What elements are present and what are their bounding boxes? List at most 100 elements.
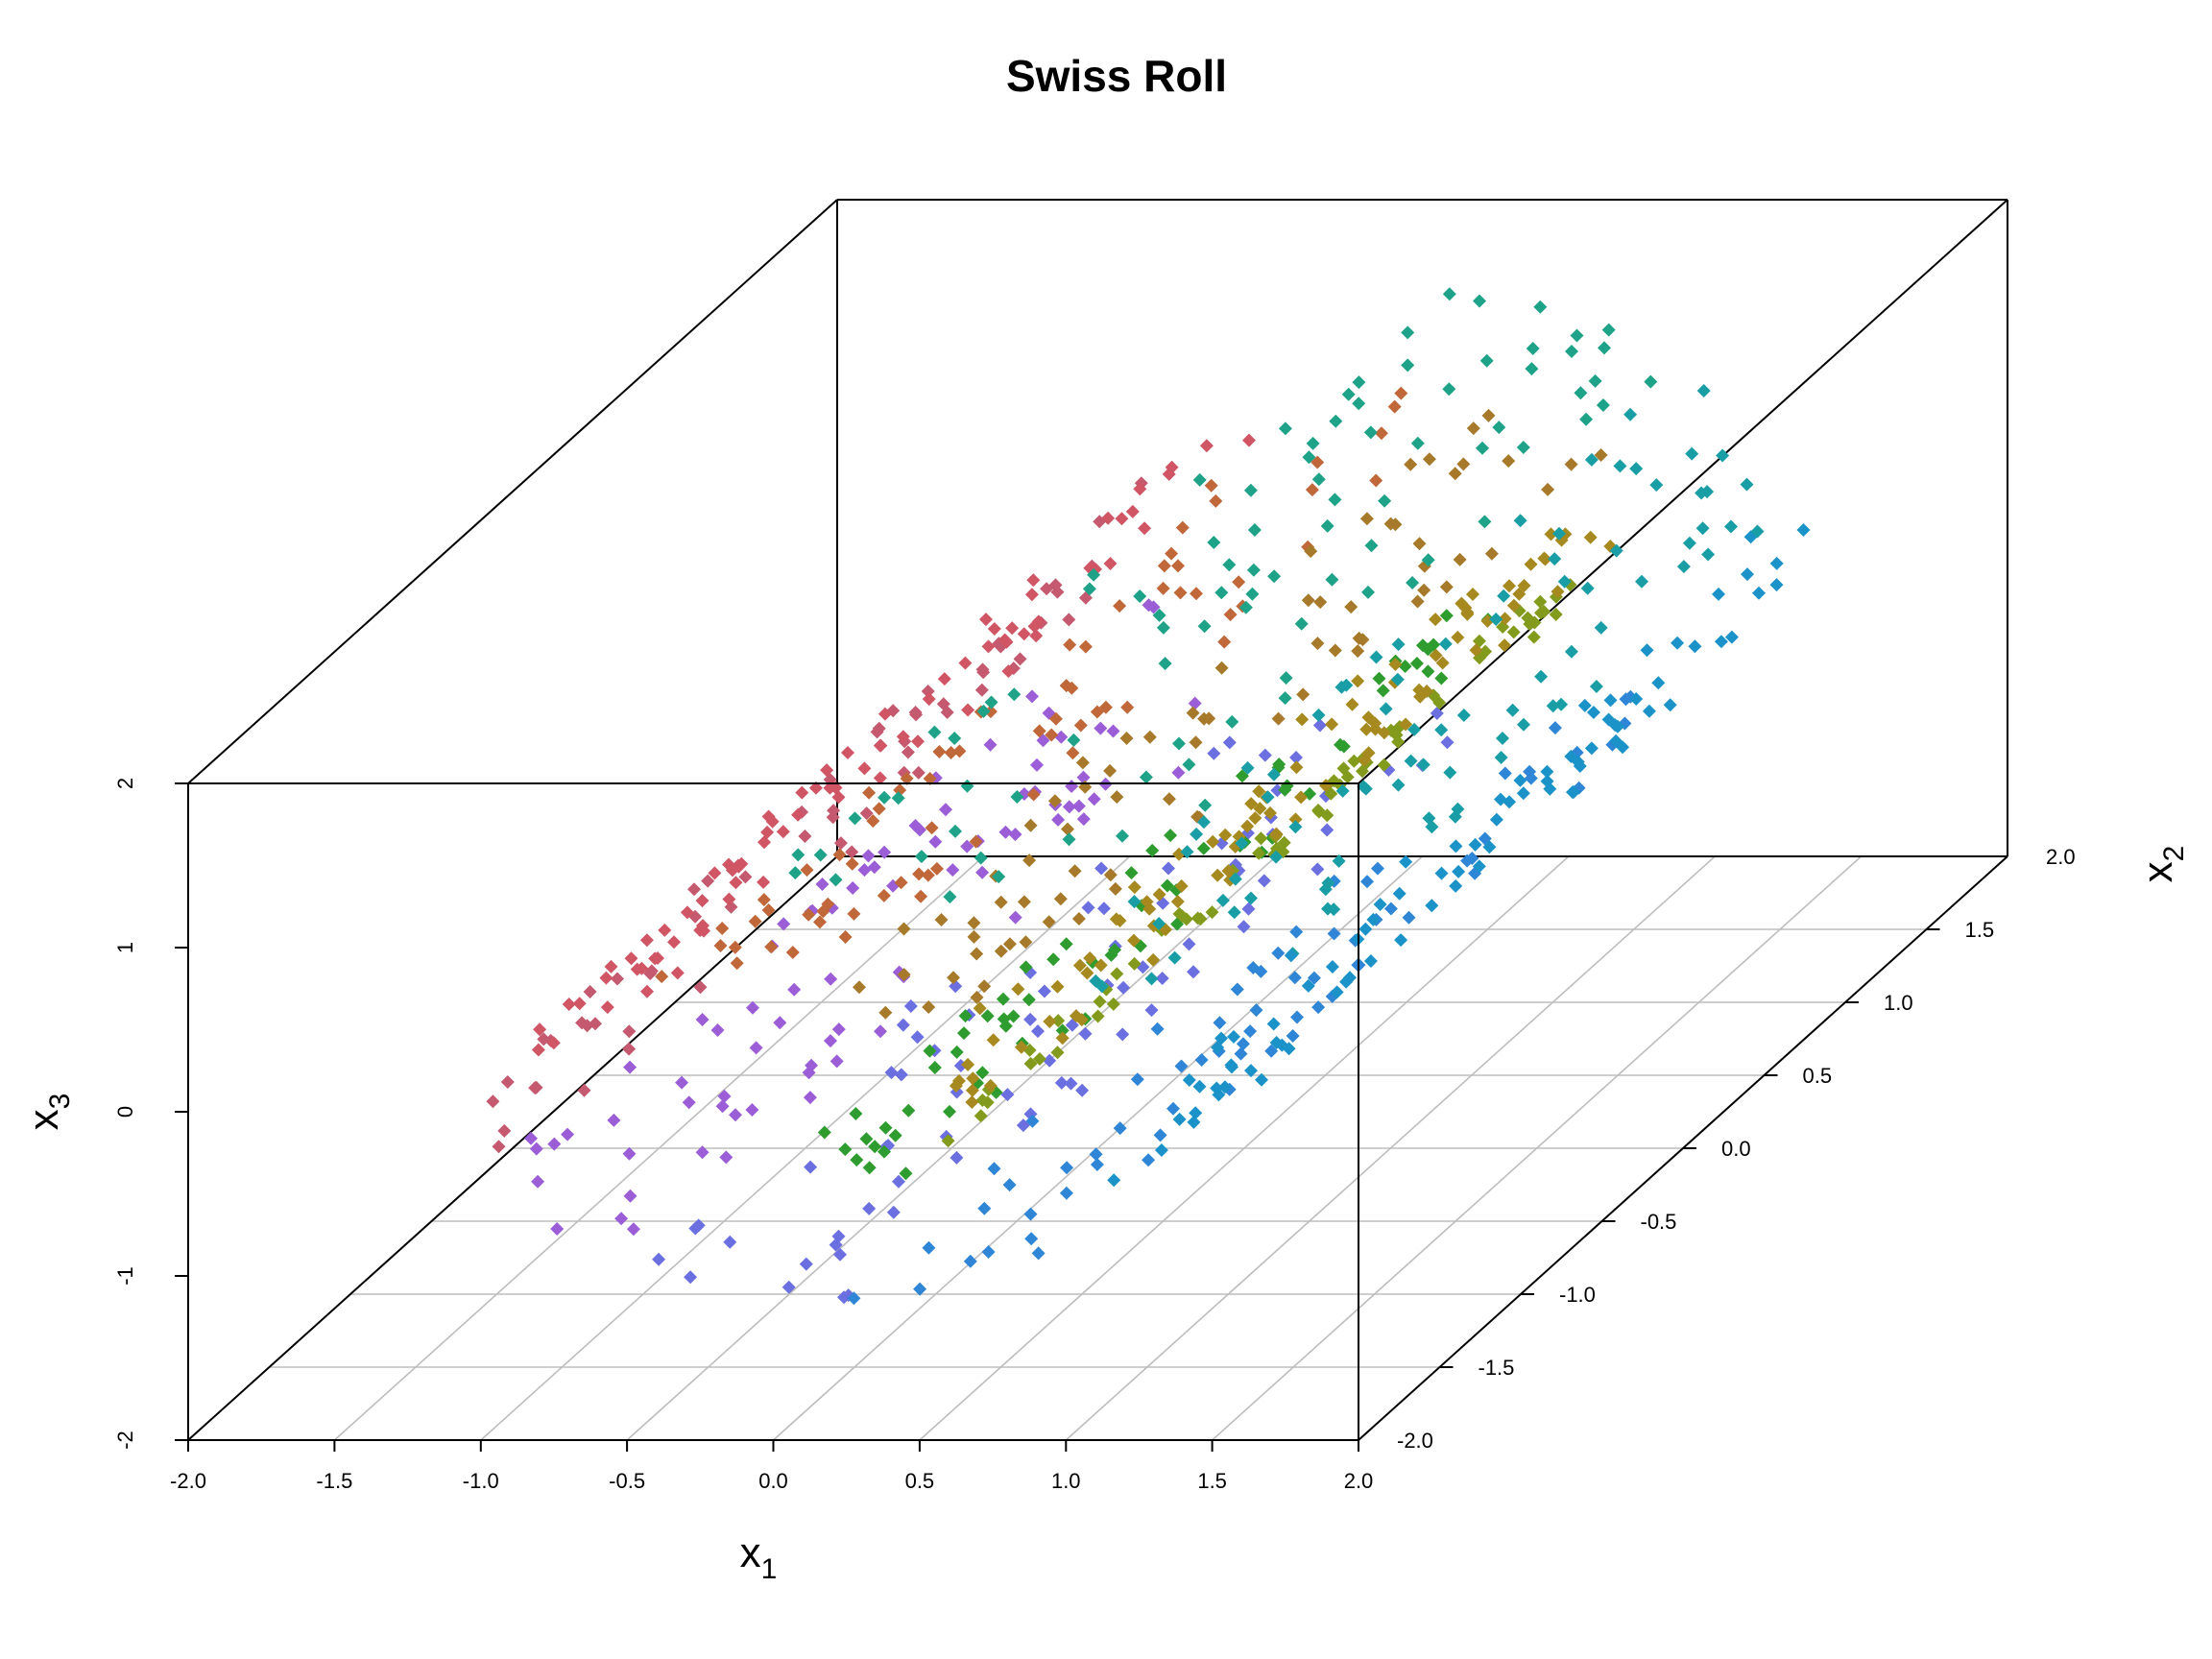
data-point xyxy=(1232,575,1246,589)
x1-tick-label: 1.5 xyxy=(1197,1469,1227,1493)
data-point xyxy=(1179,912,1193,926)
data-point xyxy=(757,893,771,907)
data-point xyxy=(976,704,991,718)
data-point xyxy=(936,697,950,711)
data-point xyxy=(1235,836,1249,851)
data-point xyxy=(529,1142,543,1156)
data-point xyxy=(1318,882,1333,897)
data-point xyxy=(975,865,990,879)
data-point xyxy=(725,863,739,878)
data-point xyxy=(1525,362,1539,376)
data-point xyxy=(969,834,983,849)
x2-tick-label: 1.5 xyxy=(1965,918,1995,942)
data-point xyxy=(1013,652,1027,666)
data-point xyxy=(1008,828,1022,842)
data-point xyxy=(1266,1017,1281,1031)
data-point xyxy=(1456,709,1471,722)
data-point xyxy=(1373,898,1387,911)
data-point xyxy=(1372,671,1386,685)
data-point xyxy=(626,1222,640,1237)
data-point xyxy=(808,781,823,795)
data-point xyxy=(684,1270,698,1285)
data-point xyxy=(1388,517,1403,532)
data-point xyxy=(1378,493,1392,508)
data-point xyxy=(1352,631,1366,645)
data-point xyxy=(833,1247,847,1262)
data-point xyxy=(1228,872,1242,886)
data-point xyxy=(899,1166,913,1181)
data-point xyxy=(878,1120,893,1135)
data-point xyxy=(723,1235,737,1249)
data-point xyxy=(878,1144,891,1159)
data-point xyxy=(1671,636,1685,650)
data-point xyxy=(1440,735,1455,750)
data-point xyxy=(547,1137,562,1151)
data-point xyxy=(1025,689,1039,704)
x3-tick-label: 2 xyxy=(113,778,137,789)
data-point xyxy=(1113,599,1127,613)
data-point xyxy=(1269,828,1284,842)
data-point xyxy=(826,810,840,825)
data-point xyxy=(1116,829,1129,843)
data-point xyxy=(1492,421,1506,435)
x2-tick-label: -1.5 xyxy=(1479,1356,1515,1380)
data-point xyxy=(497,1123,512,1138)
data-point xyxy=(1286,1029,1300,1043)
data-point xyxy=(1010,790,1024,804)
data-point xyxy=(921,868,935,882)
data-point xyxy=(1258,748,1272,762)
data-point xyxy=(667,935,681,950)
data-point xyxy=(1497,589,1511,603)
data-point xyxy=(1449,878,1463,893)
data-point xyxy=(1494,792,1507,806)
data-point xyxy=(1261,790,1275,805)
data-point xyxy=(710,1023,725,1037)
data-point xyxy=(1716,448,1730,463)
data-point xyxy=(1570,328,1584,343)
data-point xyxy=(1048,711,1063,726)
data-point xyxy=(1434,866,1449,880)
data-point xyxy=(1142,730,1157,744)
data-point xyxy=(1537,605,1551,618)
data-point xyxy=(1189,1106,1203,1120)
data-point xyxy=(966,1071,980,1086)
data-point xyxy=(1377,757,1391,772)
data-point xyxy=(853,980,866,995)
data-point xyxy=(1031,1024,1045,1039)
data-point xyxy=(1164,829,1178,843)
x1-tick-label: -1.5 xyxy=(316,1469,352,1493)
data-point xyxy=(921,685,935,698)
frame-edge xyxy=(187,199,838,784)
data-point xyxy=(1152,887,1166,902)
data-point xyxy=(1075,756,1090,770)
data-point xyxy=(944,746,958,759)
data-point xyxy=(1741,567,1754,582)
data-point xyxy=(1188,696,1202,710)
data-point xyxy=(965,1083,979,1097)
data-point xyxy=(1564,457,1578,471)
data-point xyxy=(983,705,998,719)
data-point xyxy=(1724,630,1739,644)
data-point xyxy=(1466,421,1480,436)
data-point xyxy=(981,1245,996,1259)
data-point xyxy=(974,1109,988,1123)
data-point xyxy=(1551,585,1565,599)
back-frame xyxy=(187,199,2008,1441)
data-point xyxy=(798,830,812,843)
data-point xyxy=(607,1113,621,1127)
data-point xyxy=(1024,588,1039,602)
data-point xyxy=(923,1044,937,1058)
data-point xyxy=(1053,892,1068,906)
data-point xyxy=(1267,569,1282,584)
data-point xyxy=(911,765,926,780)
x1-tick-label: 2.0 xyxy=(1344,1469,1374,1493)
data-point xyxy=(1019,960,1033,974)
data-point xyxy=(1180,845,1194,859)
data-point xyxy=(992,870,1006,884)
data-point xyxy=(1410,594,1425,609)
data-point xyxy=(1564,644,1578,659)
data-point xyxy=(1443,765,1457,780)
data-point xyxy=(1682,536,1696,550)
data-point xyxy=(1157,559,1171,573)
data-point xyxy=(1478,515,1492,529)
